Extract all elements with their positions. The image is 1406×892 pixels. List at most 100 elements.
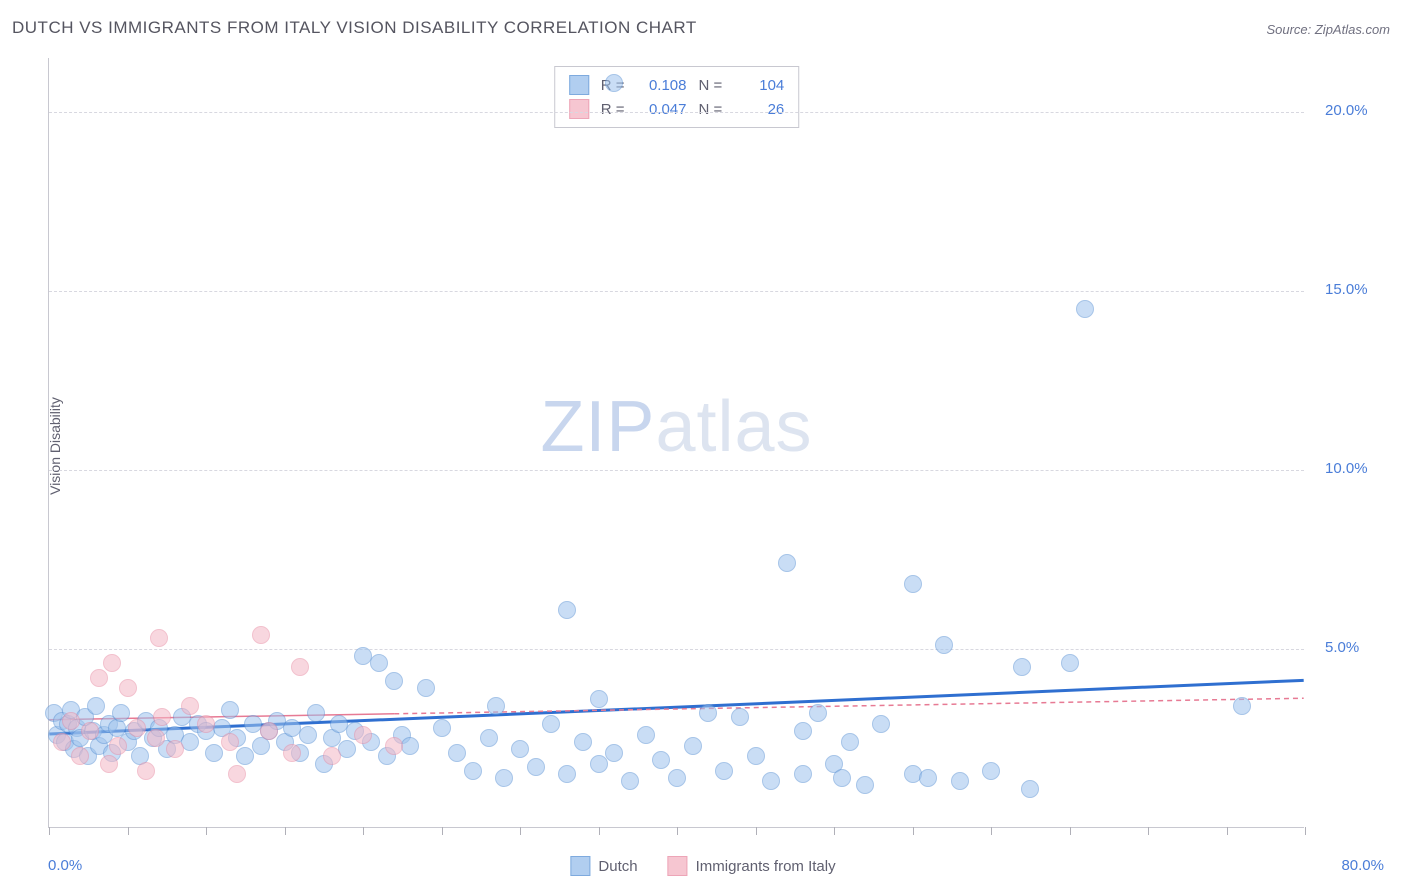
data-point	[794, 765, 812, 783]
data-point	[480, 729, 498, 747]
data-point	[495, 769, 513, 787]
data-point	[778, 554, 796, 572]
data-point	[1233, 697, 1251, 715]
data-point	[919, 769, 937, 787]
data-point	[401, 737, 419, 755]
data-point	[574, 733, 592, 751]
data-point	[731, 708, 749, 726]
data-point	[283, 744, 301, 762]
data-point	[590, 755, 608, 773]
data-point	[511, 740, 529, 758]
data-point	[81, 722, 99, 740]
legend-swatch	[668, 856, 688, 876]
data-point	[464, 762, 482, 780]
data-point	[71, 747, 89, 765]
data-point	[221, 701, 239, 719]
data-point	[252, 626, 270, 644]
legend-label: Immigrants from Italy	[696, 858, 836, 875]
data-point	[62, 712, 80, 730]
x-tick	[1070, 827, 1071, 835]
data-point	[291, 658, 309, 676]
data-point	[833, 769, 851, 787]
x-tick	[834, 827, 835, 835]
grid-line	[49, 112, 1304, 113]
data-point	[558, 765, 576, 783]
data-point	[370, 654, 388, 672]
data-point	[100, 755, 118, 773]
data-point	[150, 629, 168, 647]
x-tick	[206, 827, 207, 835]
data-point	[527, 758, 545, 776]
data-point	[448, 744, 466, 762]
legend-label: Dutch	[598, 858, 637, 875]
data-point	[147, 729, 165, 747]
data-point	[417, 679, 435, 697]
stats-legend: R =0.108N =104R =0.047N =26	[554, 66, 800, 128]
y-tick-label: 20.0%	[1325, 102, 1368, 119]
data-point	[221, 733, 239, 751]
data-point	[542, 715, 560, 733]
data-point	[747, 747, 765, 765]
x-tick	[599, 827, 600, 835]
data-point	[487, 697, 505, 715]
source-attribution: Source: ZipAtlas.com	[1266, 22, 1390, 37]
x-tick	[442, 827, 443, 835]
data-point	[872, 715, 890, 733]
data-point	[605, 744, 623, 762]
r-label: R =	[601, 101, 625, 118]
watermark: ZIPatlas	[540, 386, 812, 468]
legend-item: Immigrants from Italy	[668, 856, 836, 876]
data-point	[338, 740, 356, 758]
data-point	[307, 704, 325, 722]
data-point	[1061, 654, 1079, 672]
data-point	[935, 636, 953, 654]
data-point	[128, 719, 146, 737]
data-point	[197, 715, 215, 733]
n-label: N =	[699, 77, 723, 94]
x-tick	[756, 827, 757, 835]
x-tick	[128, 827, 129, 835]
x-tick	[520, 827, 521, 835]
data-point	[590, 690, 608, 708]
x-tick	[677, 827, 678, 835]
data-point	[951, 772, 969, 790]
x-axis-min-label: 0.0%	[48, 857, 82, 874]
n-value: 104	[734, 77, 784, 94]
legend-swatch	[569, 75, 589, 95]
data-point	[856, 776, 874, 794]
n-value: 26	[734, 101, 784, 118]
data-point	[137, 762, 155, 780]
x-tick	[1305, 827, 1306, 835]
data-point	[260, 722, 278, 740]
data-point	[982, 762, 1000, 780]
data-point	[794, 722, 812, 740]
grid-line	[49, 291, 1304, 292]
data-point	[433, 719, 451, 737]
data-point	[684, 737, 702, 755]
data-point	[668, 769, 686, 787]
data-point	[1076, 300, 1094, 318]
data-point	[236, 747, 254, 765]
data-point	[762, 772, 780, 790]
data-point	[228, 765, 246, 783]
data-point	[385, 737, 403, 755]
data-point	[90, 669, 108, 687]
data-point	[715, 762, 733, 780]
data-point	[385, 672, 403, 690]
data-point	[299, 726, 317, 744]
data-point	[87, 697, 105, 715]
data-point	[904, 575, 922, 593]
data-point	[1021, 780, 1039, 798]
data-point	[181, 697, 199, 715]
data-point	[652, 751, 670, 769]
data-point	[166, 740, 184, 758]
data-point	[621, 772, 639, 790]
data-point	[558, 601, 576, 619]
x-axis-max-label: 80.0%	[1341, 857, 1384, 874]
y-tick-label: 5.0%	[1325, 639, 1359, 656]
data-point	[354, 726, 372, 744]
y-tick-label: 10.0%	[1325, 460, 1368, 477]
x-tick	[49, 827, 50, 835]
data-point	[841, 733, 859, 751]
data-point	[699, 704, 717, 722]
